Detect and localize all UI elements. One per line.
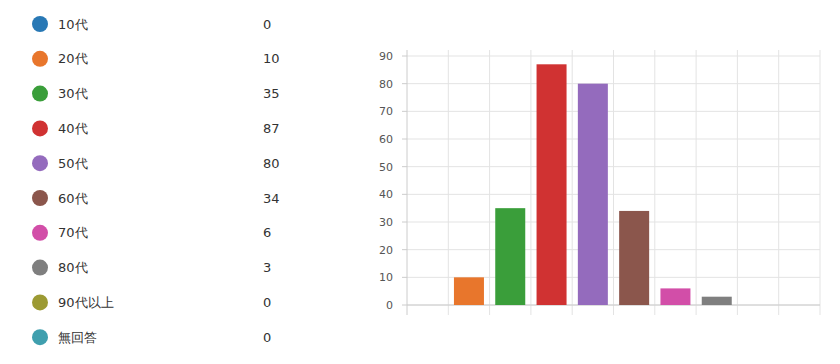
- grid-line-vertical: [737, 50, 738, 315]
- y-tick-label: 60: [379, 133, 393, 146]
- y-tick-label: 70: [379, 105, 393, 118]
- legend-label: 90代以上: [58, 295, 114, 310]
- y-axis: [407, 50, 408, 315]
- legend-marker: [32, 190, 48, 206]
- legend-marker: [32, 86, 48, 102]
- legend: 10代 0 20代 10 30代 35 40代 87 50代 80 60代 34 70代 6 80代 3 90代…: [32, 16, 280, 345]
- tick-mark: [402, 83, 407, 84]
- legend-label: 50代: [58, 156, 88, 171]
- legend-label: 30代: [58, 86, 88, 101]
- legend-value: 0: [263, 295, 271, 310]
- grid-line-vertical: [654, 50, 655, 315]
- legend-value: 35: [263, 86, 280, 101]
- legend-marker: [32, 260, 48, 276]
- bars: [454, 64, 732, 305]
- legend-label: 60代: [58, 191, 88, 206]
- bar: [495, 208, 525, 305]
- grid-line-vertical: [778, 50, 779, 315]
- legend-label: 10代: [58, 17, 88, 32]
- legend-value: 0: [263, 330, 271, 345]
- y-tick-label: 20: [379, 244, 393, 257]
- bar: [454, 277, 484, 305]
- legend-marker: [32, 16, 48, 32]
- legend-marker: [32, 120, 48, 136]
- bar: [619, 211, 649, 305]
- legend-value: 6: [263, 225, 271, 240]
- legend-value: 3: [263, 260, 271, 275]
- legend-label: 20代: [58, 51, 88, 66]
- grid-line-vertical: [489, 50, 490, 315]
- legend-label: 80代: [58, 260, 88, 275]
- y-tick-label: 80: [379, 78, 393, 91]
- grid-line-vertical: [448, 50, 449, 315]
- bar: [784, 305, 814, 306]
- bar: [702, 297, 732, 305]
- grid-line-vertical: [613, 50, 614, 315]
- legend-value: 34: [263, 191, 280, 206]
- bar: [743, 305, 773, 306]
- legend-value: 10: [263, 51, 280, 66]
- legend-marker: [32, 294, 48, 310]
- chart: 10代 0 20代 10 30代 35 40代 87 50代 80 60代 34 70代 6 80代 3 90代…: [0, 0, 840, 364]
- legend-label: 40代: [58, 121, 88, 136]
- y-tick-label: 50: [379, 161, 393, 174]
- tick-mark: [402, 139, 407, 140]
- legend-label: 無回答: [58, 330, 97, 345]
- legend-marker: [32, 155, 48, 171]
- bar: [537, 64, 567, 305]
- bar: [660, 288, 690, 305]
- grid: 0 10 20 30 40 50 60 70 80 90: [379, 50, 820, 315]
- tick-mark: [402, 194, 407, 195]
- legend-marker: [32, 225, 48, 241]
- bar: [578, 84, 608, 305]
- tick-mark: [402, 222, 407, 223]
- legend-value: 0: [263, 17, 271, 32]
- tick-mark: [402, 56, 407, 57]
- tick-mark: [402, 305, 407, 306]
- y-tick-label: 0: [386, 299, 393, 312]
- grid-line-vertical: [530, 50, 531, 315]
- bar: [413, 305, 443, 306]
- legend-value: 80: [263, 156, 280, 171]
- grid-line-vertical: [696, 50, 697, 315]
- tick-mark: [402, 277, 407, 278]
- legend-marker: [32, 51, 48, 67]
- tick-mark: [402, 249, 407, 250]
- y-tick-label: 40: [379, 188, 393, 201]
- legend-marker: [32, 329, 48, 345]
- y-tick-label: 10: [379, 271, 393, 284]
- grid-line-vertical: [572, 50, 573, 315]
- legend-value: 87: [263, 121, 280, 136]
- legend-label: 70代: [58, 225, 88, 240]
- tick-mark: [402, 111, 407, 112]
- grid-line-vertical: [820, 50, 821, 315]
- tick-mark: [402, 166, 407, 167]
- y-tick-label: 30: [379, 216, 393, 229]
- y-tick-label: 90: [379, 50, 393, 63]
